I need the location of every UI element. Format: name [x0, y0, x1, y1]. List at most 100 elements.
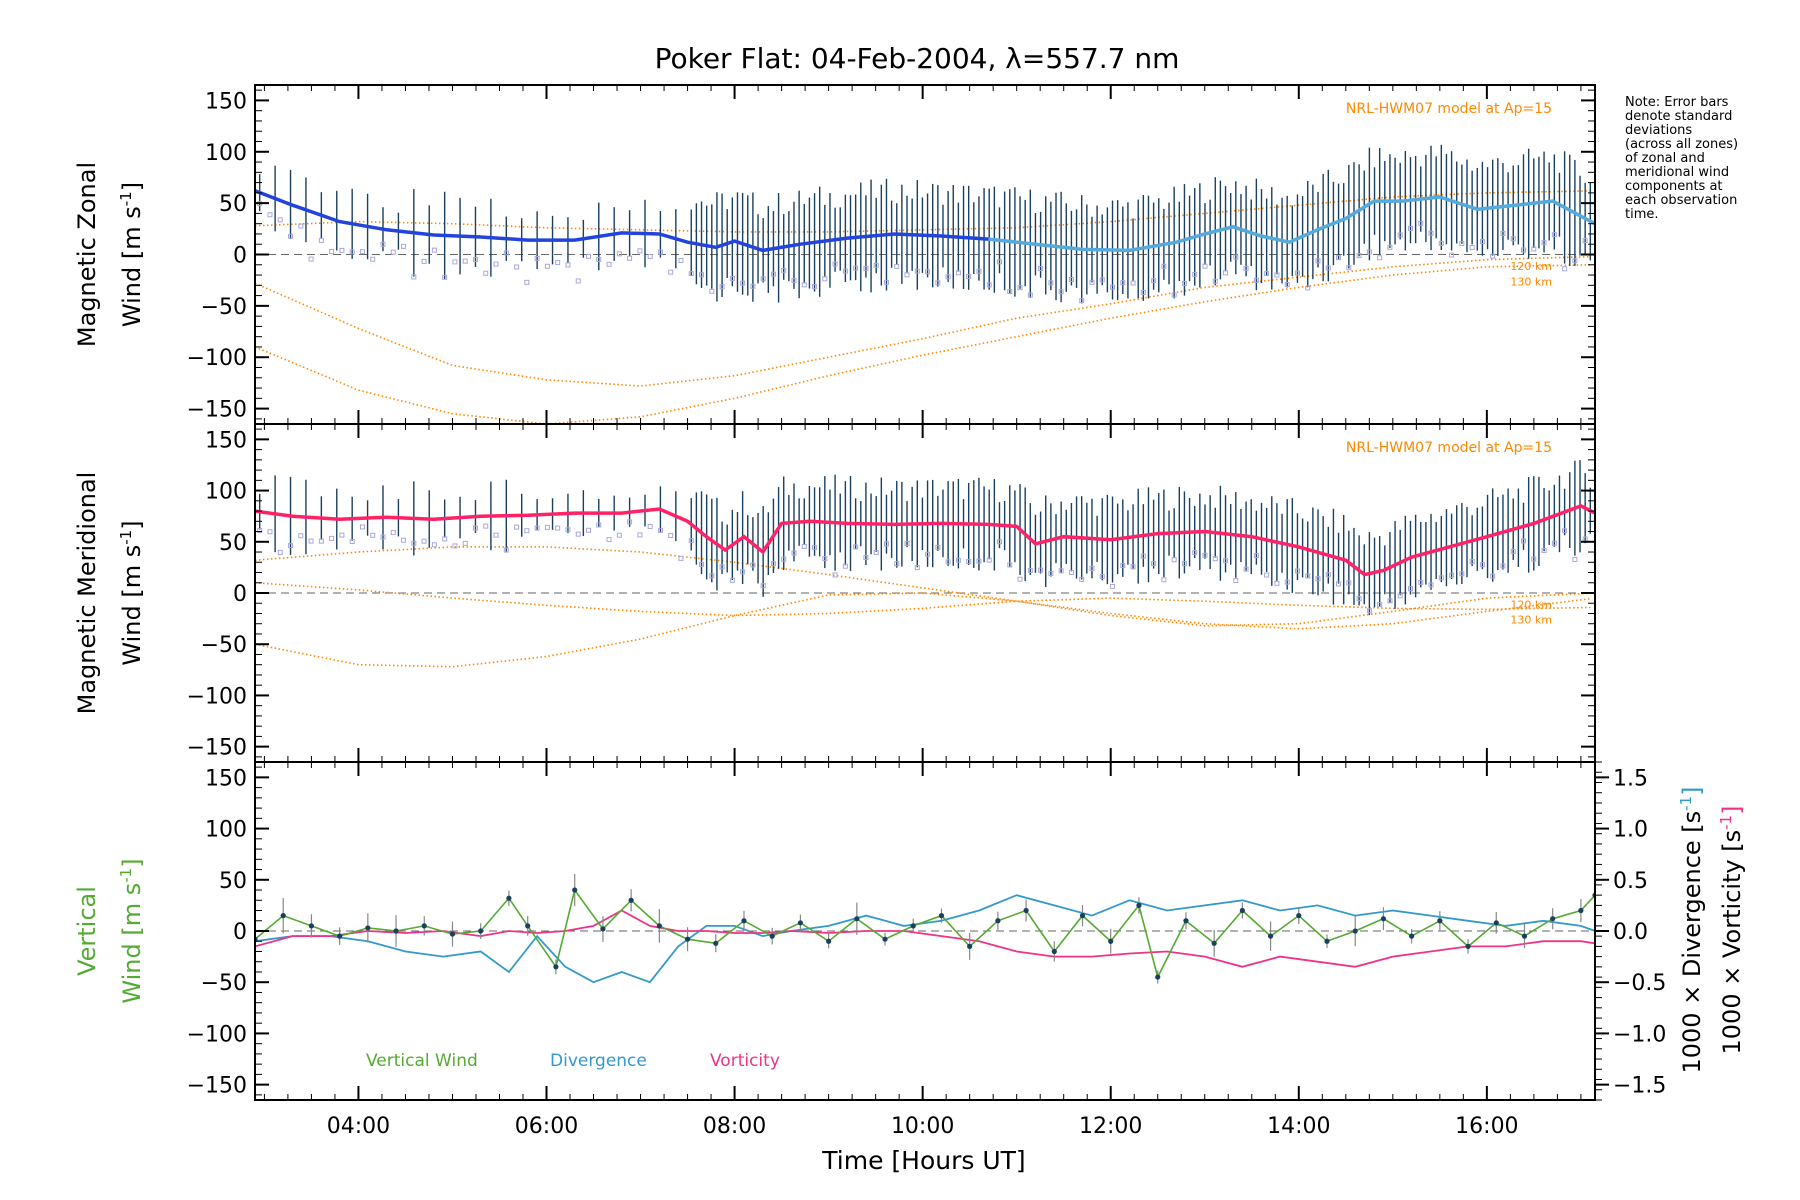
scatter-point	[1428, 582, 1434, 588]
scatter-point	[1171, 292, 1177, 298]
scatter-point	[1017, 576, 1023, 582]
scatter-point	[267, 529, 273, 535]
scatter-point	[812, 284, 818, 290]
scatter-point	[1407, 586, 1413, 592]
scatter-point	[657, 249, 663, 255]
vorticity-line	[255, 909, 1595, 968]
chart-title: Poker Flat: 04-Feb-2004, λ=557.7 nm	[655, 42, 1180, 75]
scatter-point	[1027, 568, 1033, 574]
x-tick-label: 14:00	[1267, 1114, 1330, 1139]
scatter-point	[1161, 577, 1167, 583]
scatter-point	[1459, 241, 1465, 247]
scatter-point	[678, 257, 684, 263]
vertical-wind-point	[656, 923, 662, 929]
note-line: denote standard	[1625, 109, 1733, 124]
note-line: each observation	[1625, 193, 1738, 208]
scatter-point	[329, 248, 335, 254]
scatter-point	[606, 537, 612, 543]
divergence-axis-label-part: -1	[1677, 796, 1695, 811]
scatter-point	[996, 259, 1002, 265]
y-axis-label-part: ]	[118, 520, 146, 529]
scatter-point	[1058, 568, 1064, 574]
scatter-point	[678, 555, 684, 561]
scatter-point	[565, 262, 571, 268]
scatter-point	[647, 254, 653, 260]
scatter-point	[1531, 556, 1537, 562]
scatter-point	[267, 212, 273, 218]
scatter-point	[596, 522, 602, 528]
scatter-point	[401, 243, 407, 249]
scatter-point	[1233, 254, 1239, 260]
y-axis-label-part: ]	[118, 182, 146, 191]
scatter-point	[442, 536, 448, 542]
scatter-point	[935, 544, 941, 550]
scatter-point	[1336, 581, 1342, 587]
vertical-wind-point	[1578, 907, 1584, 914]
vertical-wind-point	[393, 928, 399, 934]
meridional-wind-line	[255, 503, 1595, 577]
scatter-point	[503, 547, 509, 553]
scatter-point	[349, 538, 355, 544]
scatter-point	[1212, 278, 1218, 284]
note-line: deviations	[1625, 123, 1693, 138]
scatter-point	[329, 535, 335, 541]
scatter-point	[1531, 246, 1537, 252]
vertical-wind-point	[1380, 916, 1387, 922]
scatter-point	[1356, 253, 1362, 259]
scatter-point	[1048, 280, 1054, 286]
scatter-point	[1541, 240, 1547, 246]
scatter-point	[925, 269, 931, 275]
scatter-point	[1469, 559, 1475, 565]
scatter-point	[1120, 563, 1126, 569]
scatter-point	[791, 550, 797, 556]
vertical-wind-point	[741, 918, 747, 924]
scatter-point	[1572, 258, 1578, 264]
scatter-point	[1377, 602, 1383, 608]
scatter-point	[894, 263, 900, 269]
scatter-point	[411, 540, 417, 546]
scatter-point	[627, 519, 633, 525]
plot-area	[255, 873, 1595, 984]
vertical-wind-point	[506, 895, 512, 901]
scatter-point	[863, 555, 869, 561]
scatter-point	[863, 265, 869, 271]
legend-2: Vorticity	[710, 1051, 780, 1071]
model-label: NRL-HWM07 model at Ap=15	[1346, 440, 1552, 456]
scatter-point	[421, 258, 427, 264]
scatter-point	[370, 256, 376, 262]
scatter-point	[1438, 240, 1444, 246]
y-tick-label: −150	[187, 1074, 247, 1099]
y-tick-label: 100	[205, 141, 247, 166]
scatter-point	[514, 524, 520, 530]
scatter-point	[1274, 580, 1280, 586]
scatter-point	[339, 532, 345, 538]
y-tick-label: −150	[187, 398, 247, 423]
scatter-point	[462, 540, 468, 546]
scatter-point	[1377, 255, 1383, 261]
scatter-point	[976, 268, 982, 274]
scatter-point	[585, 527, 591, 533]
vertical-wind-point	[280, 913, 286, 919]
scatter-point	[421, 538, 427, 544]
scatter-point	[883, 279, 889, 285]
y-axis-label-line1: Magnetic Meridional	[73, 472, 101, 715]
model-alt-label-120: 120 km	[1510, 598, 1552, 611]
note-line: Note: Error bars	[1625, 95, 1729, 110]
scatter-point	[503, 250, 509, 256]
vertical-wind-point	[1183, 918, 1189, 924]
scatter-point	[1264, 572, 1270, 578]
vertical-wind-point	[1155, 974, 1161, 980]
scatter-point	[616, 532, 622, 538]
note-line: of zonal and	[1625, 151, 1705, 166]
scatter-point	[1336, 255, 1342, 261]
scatter-point	[1500, 230, 1506, 236]
scatter-point	[1325, 265, 1331, 271]
vertical-wind-point	[1437, 918, 1443, 924]
scatter-point	[390, 249, 396, 255]
scatter-point	[431, 542, 437, 548]
scatter-point	[596, 256, 602, 262]
y-tick-label: 0	[233, 920, 247, 945]
plot-area	[255, 460, 1595, 668]
vertical-wind-point	[995, 918, 1001, 924]
divergence-axis-label: 1000 × Divergence [s-1]	[1677, 786, 1706, 1073]
